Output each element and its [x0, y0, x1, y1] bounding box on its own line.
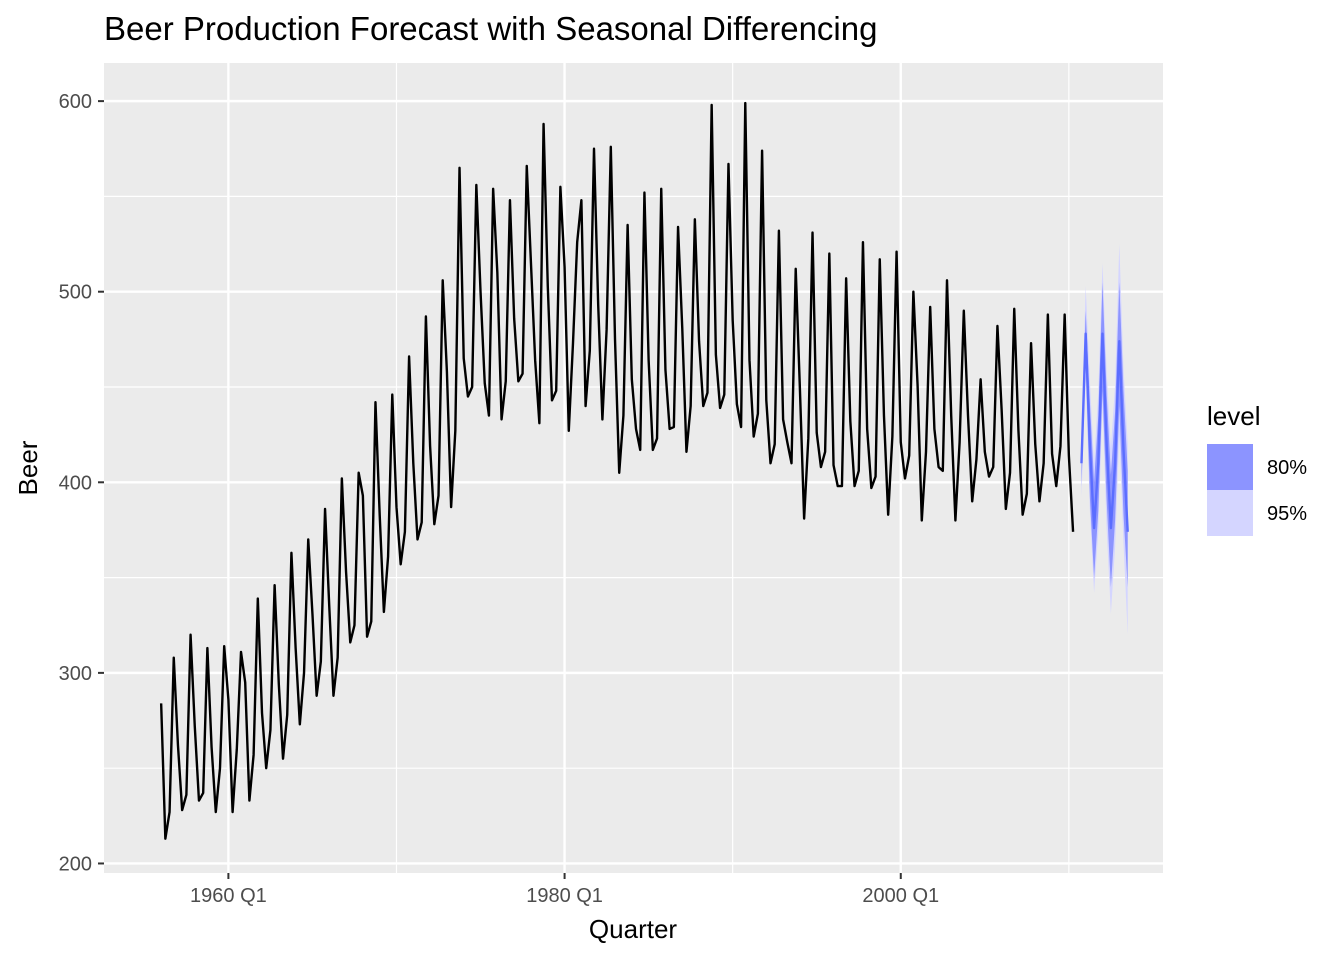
y-tick-label: 600 — [59, 91, 92, 113]
y-axis: 200 300 400 500 600 — [59, 91, 104, 875]
y-tick-label: 400 — [59, 472, 92, 494]
x-axis: 1960 Q1 1980 Q1 2000 Q1 — [190, 873, 939, 907]
series-line-observed — [159, 101, 1075, 840]
chart-title: Beer Production Forecast with Seasonal D… — [104, 10, 877, 47]
legend: level 80% 95% — [1207, 401, 1307, 536]
series-lines — [159, 101, 1129, 840]
legend-label-0: 80% — [1267, 457, 1307, 479]
legend-key-0 — [1207, 444, 1253, 490]
x-tick-label: 2000 Q1 — [862, 885, 939, 907]
y-tick-label: 500 — [59, 282, 92, 304]
y-axis-title: Beer — [13, 440, 43, 495]
legend-key-1 — [1207, 490, 1253, 536]
series-line-forecast — [1080, 332, 1129, 532]
y-tick-label: 200 — [59, 853, 92, 875]
x-axis-title: Quarter — [589, 914, 677, 944]
legend-title: level — [1207, 401, 1260, 431]
major-gridlines — [104, 63, 1163, 873]
x-tick-label: 1980 Q1 — [526, 885, 603, 907]
y-tick-label: 300 — [59, 663, 92, 685]
legend-label-1: 95% — [1267, 503, 1307, 525]
x-tick-label: 1960 Q1 — [190, 885, 267, 907]
